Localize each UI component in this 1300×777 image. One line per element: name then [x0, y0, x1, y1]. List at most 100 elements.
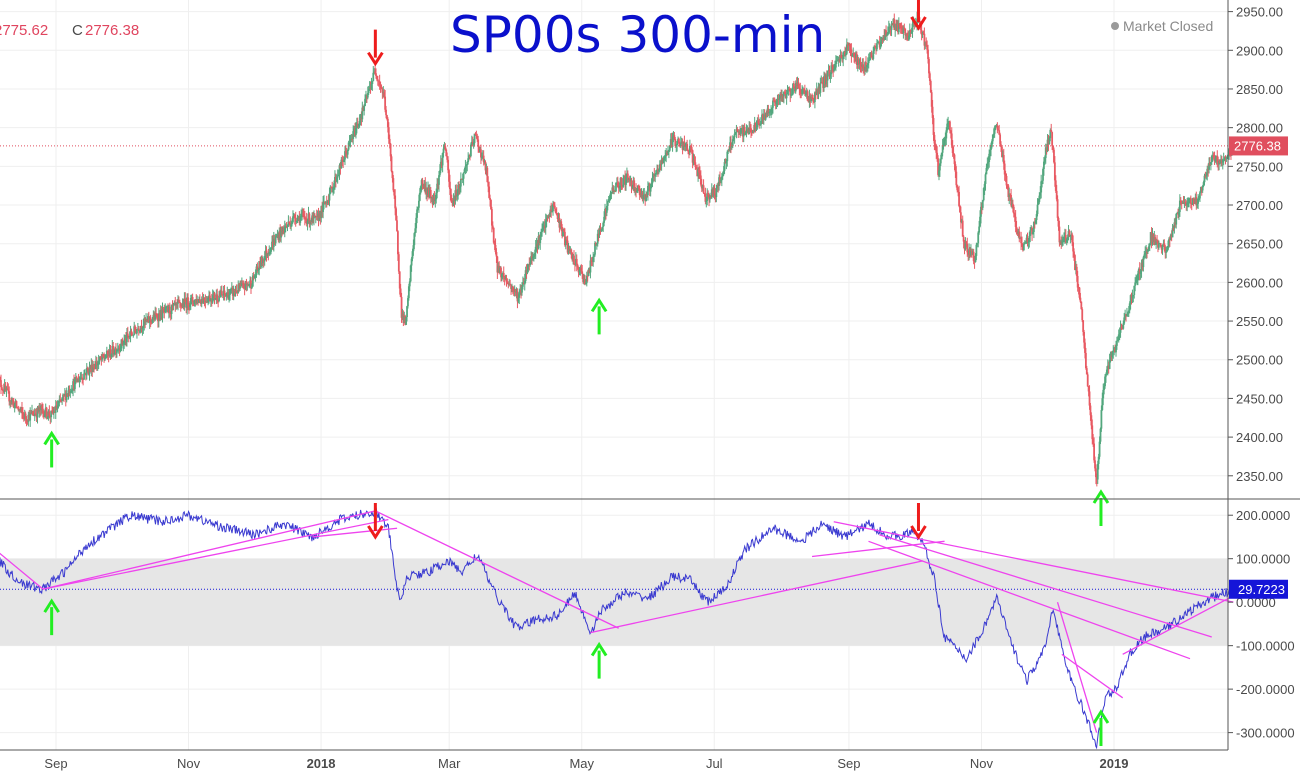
- price-candle[interactable]: [730, 142, 733, 150]
- price-candle[interactable]: [968, 243, 970, 261]
- price-candle[interactable]: [1036, 198, 1039, 217]
- price-candle[interactable]: [924, 41, 927, 50]
- price-candle[interactable]: [822, 76, 825, 93]
- price-candle[interactable]: [848, 42, 851, 54]
- price-candle[interactable]: [258, 261, 261, 276]
- price-candle[interactable]: [835, 55, 838, 64]
- price-candle[interactable]: [505, 274, 508, 287]
- price-candle[interactable]: [391, 170, 394, 183]
- price-candle[interactable]: [1082, 320, 1085, 336]
- price-candle[interactable]: [768, 108, 771, 119]
- price-candle[interactable]: [437, 178, 439, 190]
- price-candle[interactable]: [501, 271, 504, 280]
- price-candle[interactable]: [1185, 200, 1188, 211]
- price-candle[interactable]: [1032, 228, 1034, 235]
- price-candle[interactable]: [402, 310, 405, 327]
- price-candle[interactable]: [396, 215, 398, 232]
- price-candle[interactable]: [1105, 366, 1108, 375]
- price-candle[interactable]: [959, 206, 962, 229]
- price-candle[interactable]: [1011, 199, 1014, 213]
- price-candle[interactable]: [512, 286, 515, 297]
- price-candle[interactable]: [1211, 151, 1214, 162]
- price-candle[interactable]: [428, 184, 430, 200]
- price-candle[interactable]: [799, 82, 802, 99]
- price-candle[interactable]: [155, 307, 158, 317]
- price-candle[interactable]: [794, 80, 797, 94]
- price-candle[interactable]: [762, 108, 765, 125]
- price-candle[interactable]: [745, 124, 748, 138]
- price-candle[interactable]: [1113, 346, 1116, 356]
- price-candle[interactable]: [357, 123, 360, 129]
- price-candle[interactable]: [1042, 167, 1044, 185]
- price-candle[interactable]: [25, 416, 28, 427]
- price-candle[interactable]: [596, 229, 599, 247]
- price-candle[interactable]: [440, 158, 443, 168]
- price-candle[interactable]: [1047, 134, 1050, 151]
- price-candle[interactable]: [227, 288, 230, 300]
- price-candle[interactable]: [153, 311, 156, 322]
- price-candle[interactable]: [11, 396, 13, 405]
- price-candle[interactable]: [759, 117, 762, 126]
- price-candle[interactable]: [556, 212, 559, 222]
- price-candle[interactable]: [742, 124, 745, 143]
- price-candle[interactable]: [129, 325, 132, 343]
- price-candle[interactable]: [159, 305, 162, 321]
- price-candle[interactable]: [544, 213, 547, 235]
- price-candle[interactable]: [628, 175, 631, 187]
- price-candle[interactable]: [578, 267, 581, 276]
- price-candle[interactable]: [868, 52, 871, 62]
- price-candle[interactable]: [717, 181, 720, 193]
- price-candle[interactable]: [459, 172, 462, 193]
- price-candle[interactable]: [907, 30, 909, 41]
- price-candle[interactable]: [603, 211, 606, 227]
- price-candle[interactable]: [542, 221, 545, 233]
- price-candle[interactable]: [321, 201, 324, 218]
- price-candle[interactable]: [132, 334, 135, 338]
- price-candle[interactable]: [1144, 246, 1147, 259]
- price-candle[interactable]: [408, 278, 411, 292]
- price-candle[interactable]: [666, 150, 668, 156]
- price-candle[interactable]: [750, 124, 752, 138]
- price-candle[interactable]: [995, 123, 998, 128]
- price-candle[interactable]: [422, 183, 425, 189]
- price-candle[interactable]: [300, 209, 303, 221]
- price-candle[interactable]: [908, 23, 911, 39]
- price-candle[interactable]: [178, 299, 181, 308]
- price-candle[interactable]: [806, 89, 809, 101]
- price-candle[interactable]: [344, 145, 347, 157]
- price-candle[interactable]: [591, 256, 594, 267]
- price-candle[interactable]: [66, 393, 69, 398]
- price-candle[interactable]: [1072, 235, 1075, 258]
- price-candle[interactable]: [1125, 313, 1127, 322]
- price-candle[interactable]: [93, 363, 95, 373]
- price-candle[interactable]: [1170, 230, 1173, 242]
- price-candle[interactable]: [1084, 338, 1086, 359]
- price-candle[interactable]: [542, 221, 544, 231]
- price-candle[interactable]: [292, 210, 294, 224]
- price-candle[interactable]: [1214, 155, 1217, 163]
- price-candle[interactable]: [0, 374, 2, 395]
- price-candle[interactable]: [325, 195, 328, 208]
- price-candle[interactable]: [247, 281, 250, 287]
- price-candle[interactable]: [502, 266, 505, 282]
- price-candle[interactable]: [412, 239, 415, 256]
- price-candle[interactable]: [265, 246, 268, 262]
- price-candle[interactable]: [761, 113, 764, 125]
- price-candle[interactable]: [332, 186, 335, 196]
- price-candle[interactable]: [922, 30, 925, 35]
- price-candle[interactable]: [765, 110, 768, 118]
- price-candle[interactable]: [529, 257, 532, 267]
- price-candle[interactable]: [289, 216, 292, 230]
- price-candle[interactable]: [388, 134, 391, 149]
- price-candle[interactable]: [602, 221, 605, 232]
- price-candle[interactable]: [494, 238, 497, 255]
- price-candle[interactable]: [439, 155, 442, 174]
- price-candle[interactable]: [326, 199, 329, 206]
- price-candle[interactable]: [1101, 392, 1104, 411]
- price-candle[interactable]: [465, 164, 468, 174]
- price-candle[interactable]: [136, 328, 138, 339]
- price-candle[interactable]: [699, 170, 702, 187]
- price-candle[interactable]: [630, 177, 633, 194]
- price-candle[interactable]: [108, 344, 111, 358]
- price-candle[interactable]: [574, 252, 577, 267]
